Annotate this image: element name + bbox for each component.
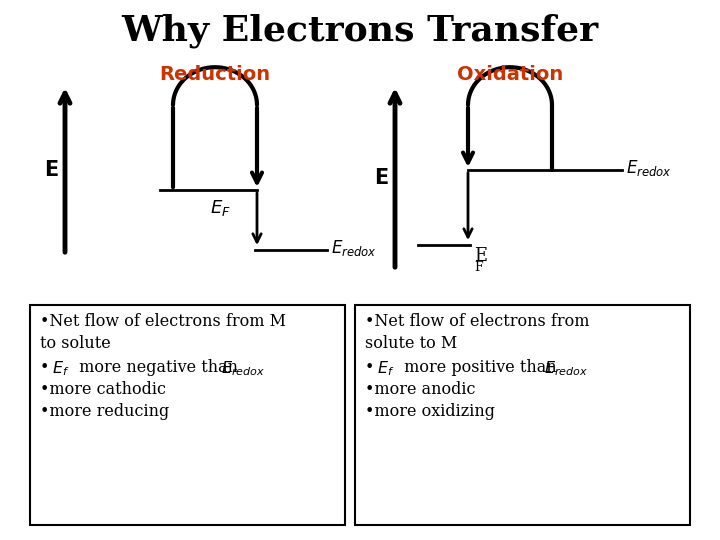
- Text: •: •: [365, 359, 374, 376]
- FancyBboxPatch shape: [30, 305, 345, 525]
- Text: •more reducing: •more reducing: [40, 403, 169, 420]
- Text: E: E: [44, 160, 58, 180]
- Text: more positive than: more positive than: [399, 359, 562, 376]
- Text: $E_{redox}$: $E_{redox}$: [544, 359, 588, 377]
- Text: $E_{redox}$: $E_{redox}$: [221, 359, 265, 377]
- Text: •more cathodic: •more cathodic: [40, 381, 166, 398]
- Text: $E_{redox}$: $E_{redox}$: [626, 158, 672, 178]
- Text: $E_{redox}$: $E_{redox}$: [331, 238, 377, 258]
- Text: •: •: [40, 359, 50, 376]
- Text: solute to M: solute to M: [365, 335, 457, 352]
- Text: $E_f$: $E_f$: [52, 359, 69, 377]
- Text: F: F: [474, 261, 482, 274]
- Text: more negative than: more negative than: [74, 359, 243, 376]
- Text: •more anodic: •more anodic: [365, 381, 475, 398]
- Text: •more oxidizing: •more oxidizing: [365, 403, 495, 420]
- Text: $E_F$: $E_F$: [210, 198, 231, 218]
- Text: $E_f$: $E_f$: [377, 359, 395, 377]
- Text: •Net flow of electrons from M: •Net flow of electrons from M: [40, 313, 286, 330]
- FancyBboxPatch shape: [355, 305, 690, 525]
- Text: E: E: [374, 168, 388, 188]
- Text: Why Electrons Transfer: Why Electrons Transfer: [122, 13, 598, 48]
- Text: E: E: [474, 247, 487, 265]
- Text: •Net flow of electrons from: •Net flow of electrons from: [365, 313, 590, 330]
- Text: to solute: to solute: [40, 335, 111, 352]
- Text: Reduction: Reduction: [159, 65, 271, 84]
- Text: Oxidation: Oxidation: [457, 65, 563, 84]
